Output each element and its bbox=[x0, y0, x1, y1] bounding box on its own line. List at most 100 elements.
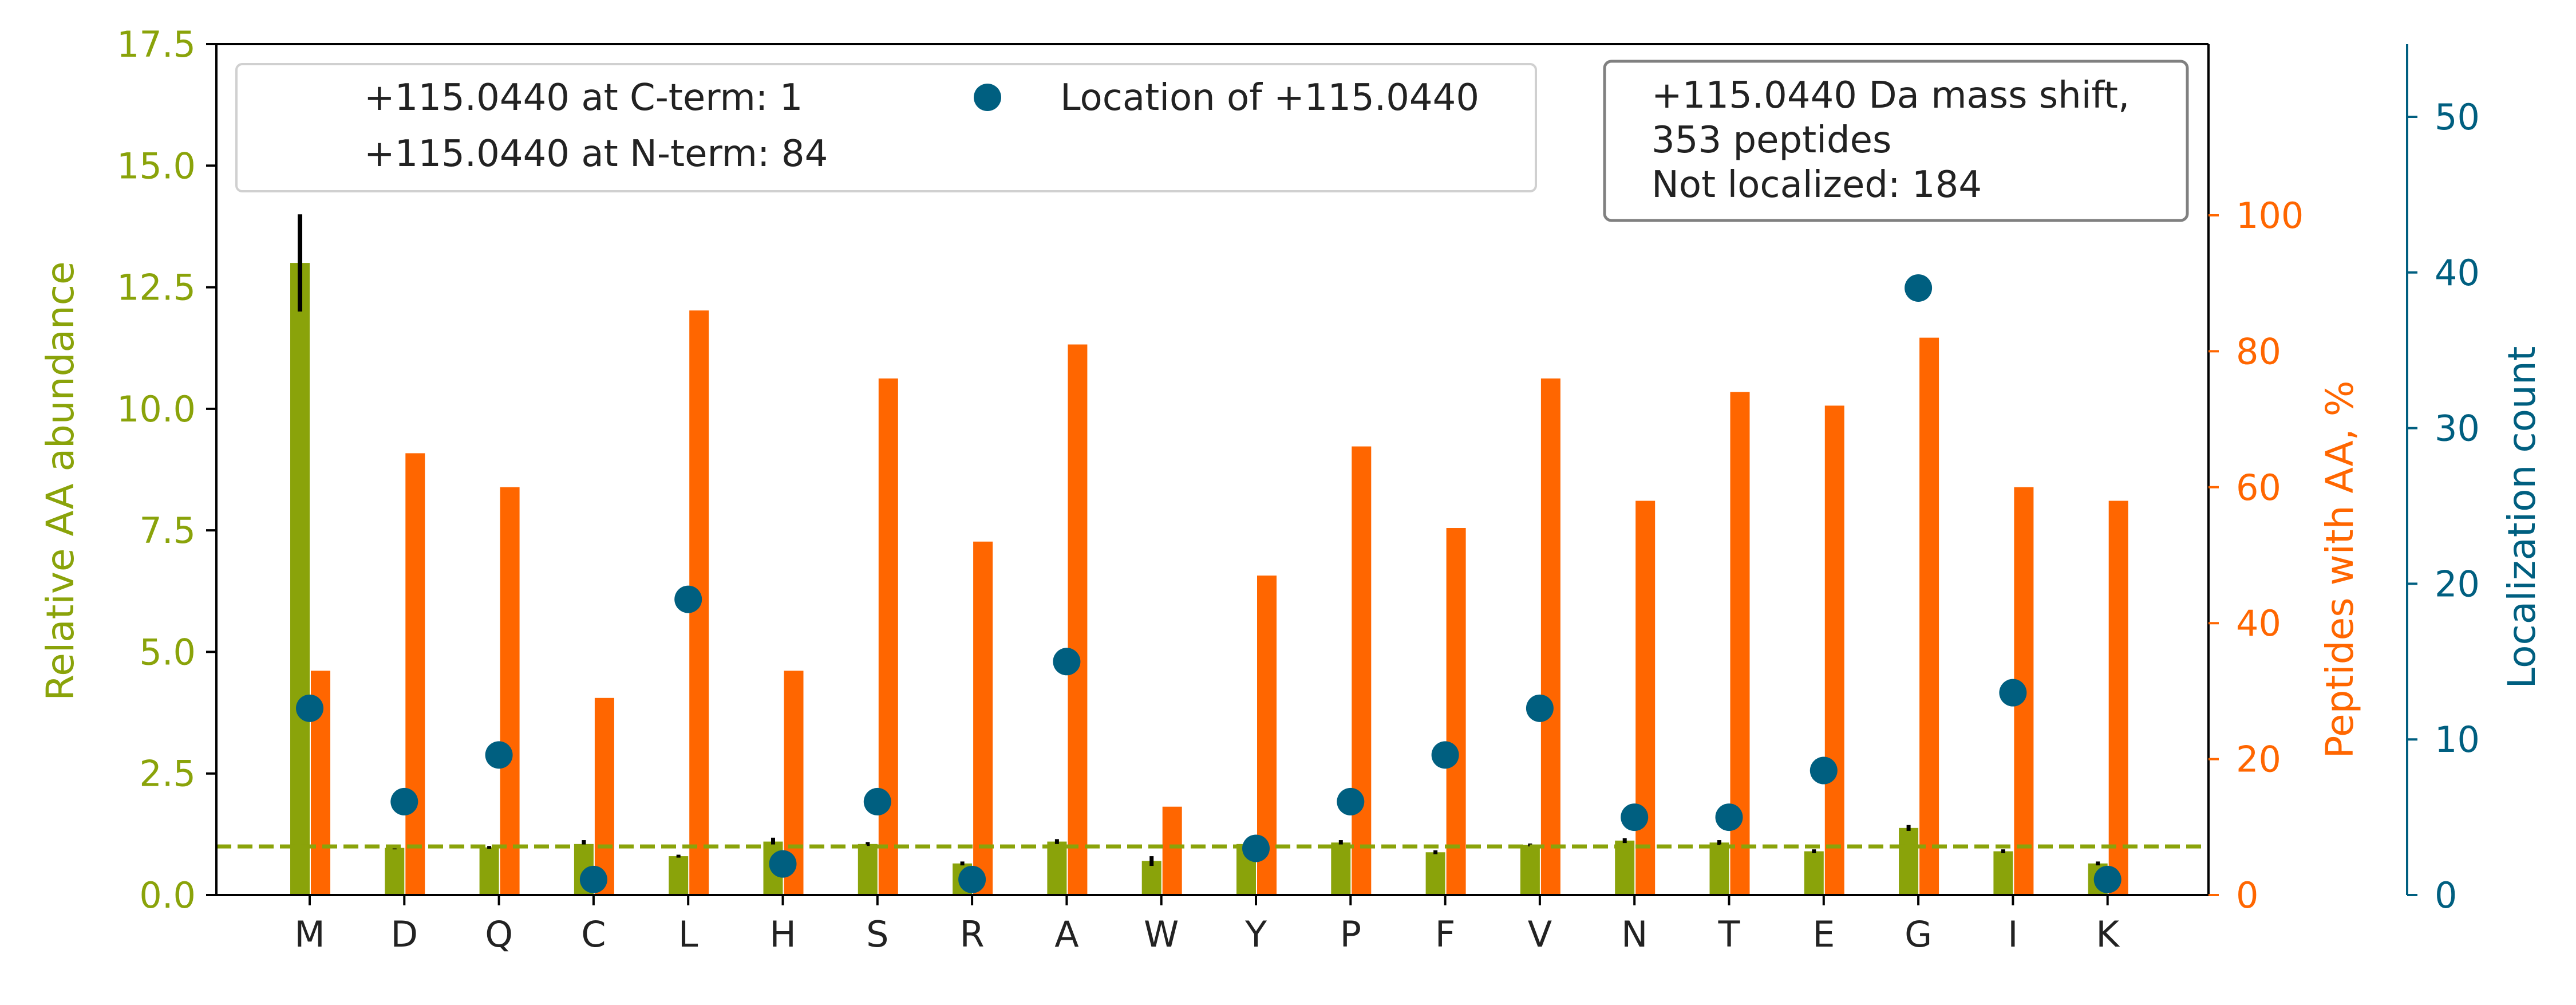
localization-dot bbox=[1431, 741, 1459, 769]
info-box-group: +115.0440 Da mass shift,353 peptidesNot … bbox=[1603, 60, 2189, 222]
localization-dot bbox=[390, 787, 418, 815]
left-tick-label: 7.5 bbox=[139, 510, 196, 551]
abundance-bar bbox=[1425, 852, 1445, 895]
x-tick-label: T bbox=[1718, 913, 1741, 955]
info-line: Not localized: 184 bbox=[1652, 164, 1982, 206]
x-tick-label: V bbox=[1528, 913, 1552, 955]
percent-tick-label: 60 bbox=[2236, 467, 2281, 509]
peptide-percent-bar bbox=[500, 487, 520, 895]
legend-group: +115.0440 at C-term: 1 +115.0440 at N-ter… bbox=[235, 63, 1537, 192]
peptide-percent-bar bbox=[2108, 500, 2128, 895]
left-tick-label: 5.0 bbox=[139, 631, 196, 673]
localization-dot bbox=[674, 585, 702, 613]
localization-axis-label: Localization count bbox=[2500, 346, 2544, 688]
abundance-bar bbox=[1993, 851, 2013, 895]
x-tick-label: R bbox=[960, 913, 985, 955]
x-tick-label: N bbox=[1621, 913, 1647, 955]
left-tick-label: 0.0 bbox=[139, 874, 196, 916]
percent-tick-label: 80 bbox=[2236, 330, 2281, 372]
x-tick-label: E bbox=[1812, 913, 1835, 955]
localization-tick-label: 40 bbox=[2435, 252, 2480, 294]
localization-tick-label: 10 bbox=[2435, 719, 2480, 760]
peptide-percent-bar bbox=[405, 453, 425, 895]
peptide-percent-bar bbox=[1352, 446, 1372, 895]
left-tick-label: 17.5 bbox=[117, 23, 196, 65]
localization-tick-label: 50 bbox=[2435, 96, 2480, 138]
localization-dot bbox=[1526, 694, 1554, 722]
abundance-bar bbox=[1804, 851, 1824, 895]
abundance-bar bbox=[1520, 845, 1540, 895]
x-tick-label: I bbox=[2008, 913, 2018, 955]
localization-dot bbox=[1715, 803, 1743, 831]
x-tick-label: D bbox=[390, 913, 418, 955]
left-tick-label: 10.0 bbox=[117, 388, 196, 430]
peptide-percent-bar bbox=[1540, 378, 1560, 895]
x-tick-label: G bbox=[1905, 913, 1932, 955]
peptide-percent-bar bbox=[594, 697, 614, 895]
abundance-bar bbox=[290, 263, 310, 896]
localization-dot bbox=[863, 787, 891, 815]
localization-dot bbox=[1999, 679, 2027, 707]
peptide-percent-bar bbox=[1068, 344, 1088, 895]
localization-dot bbox=[1337, 787, 1365, 815]
localization-dot bbox=[958, 865, 986, 893]
localization-dot bbox=[769, 850, 797, 878]
abundance-bar bbox=[858, 844, 878, 895]
x-tick-label: Y bbox=[1244, 913, 1267, 955]
localization-dot bbox=[579, 865, 607, 893]
x-tick-label: H bbox=[769, 913, 796, 955]
info-box bbox=[1603, 60, 2189, 222]
legend-entry: +115.0440 at C-term: 1 bbox=[364, 77, 803, 119]
left-tick-label: 12.5 bbox=[117, 267, 196, 309]
localization-dots bbox=[296, 274, 2121, 893]
legend-dot-marker bbox=[974, 84, 1001, 111]
percent-tick-label: 0 bbox=[2236, 874, 2258, 916]
localization-tick-label: 30 bbox=[2435, 408, 2480, 450]
localization-dot bbox=[1242, 834, 1270, 862]
legend-entry: Location of +115.0440 bbox=[1060, 77, 1479, 119]
peptide-percent-bar bbox=[1824, 405, 1844, 895]
localization-dot bbox=[1905, 274, 1933, 302]
peptide-percent-bar bbox=[878, 378, 898, 895]
abundance-bar bbox=[1615, 840, 1635, 895]
percent-tick-label: 20 bbox=[2236, 739, 2281, 781]
peptide-percent-bar bbox=[1162, 806, 1182, 895]
legend-box bbox=[235, 63, 1537, 192]
localization-dot bbox=[1053, 648, 1081, 676]
axes-group: 0.0 2.5 5.0 7.5 10.0 12.5 15.0 17.5 Relative AA … bbox=[38, 23, 2544, 916]
x-tick-label: A bbox=[1054, 913, 1078, 955]
percent-tick-label: 40 bbox=[2236, 602, 2281, 644]
x-tick-label: P bbox=[1340, 913, 1361, 955]
left-tick-label: 15.0 bbox=[117, 145, 196, 187]
abundance-bar bbox=[1899, 827, 1919, 895]
localization-dot bbox=[1621, 803, 1649, 831]
x-tick-label: Q bbox=[485, 913, 513, 955]
x-tick-label: F bbox=[1435, 913, 1456, 955]
abundance-bar bbox=[1709, 842, 1729, 895]
percent-tick-label: 100 bbox=[2236, 195, 2304, 237]
peptide-percent-bars bbox=[311, 310, 2128, 895]
x-tick-label: K bbox=[2096, 913, 2120, 955]
localization-dot bbox=[1809, 756, 1838, 785]
peptide-percent-bar bbox=[1446, 528, 1466, 895]
localization-dot bbox=[296, 694, 323, 722]
info-line: +115.0440 Da mass shift, bbox=[1652, 74, 2129, 117]
legend-entry: +115.0440 at N-term: 84 bbox=[364, 133, 828, 175]
info-line: 353 peptides bbox=[1652, 119, 1891, 161]
x-tick-label: L bbox=[678, 913, 698, 955]
abundance-bar bbox=[1047, 841, 1067, 895]
peptide-percent-bar bbox=[973, 541, 993, 895]
localization-tick-label: 20 bbox=[2435, 563, 2480, 605]
x-tick-label: M bbox=[294, 913, 325, 955]
x-tick-label: C bbox=[581, 913, 606, 955]
localization-dot bbox=[2093, 865, 2121, 893]
x-tick-label: W bbox=[1144, 913, 1179, 955]
localization-tick-label: 0 bbox=[2435, 874, 2457, 916]
percent-axis-label: Peptides with AA, % bbox=[2318, 381, 2362, 759]
abundance-bar bbox=[1141, 861, 1161, 895]
peptide-percent-bar bbox=[1919, 337, 1939, 895]
x-tick-label: S bbox=[866, 913, 888, 955]
